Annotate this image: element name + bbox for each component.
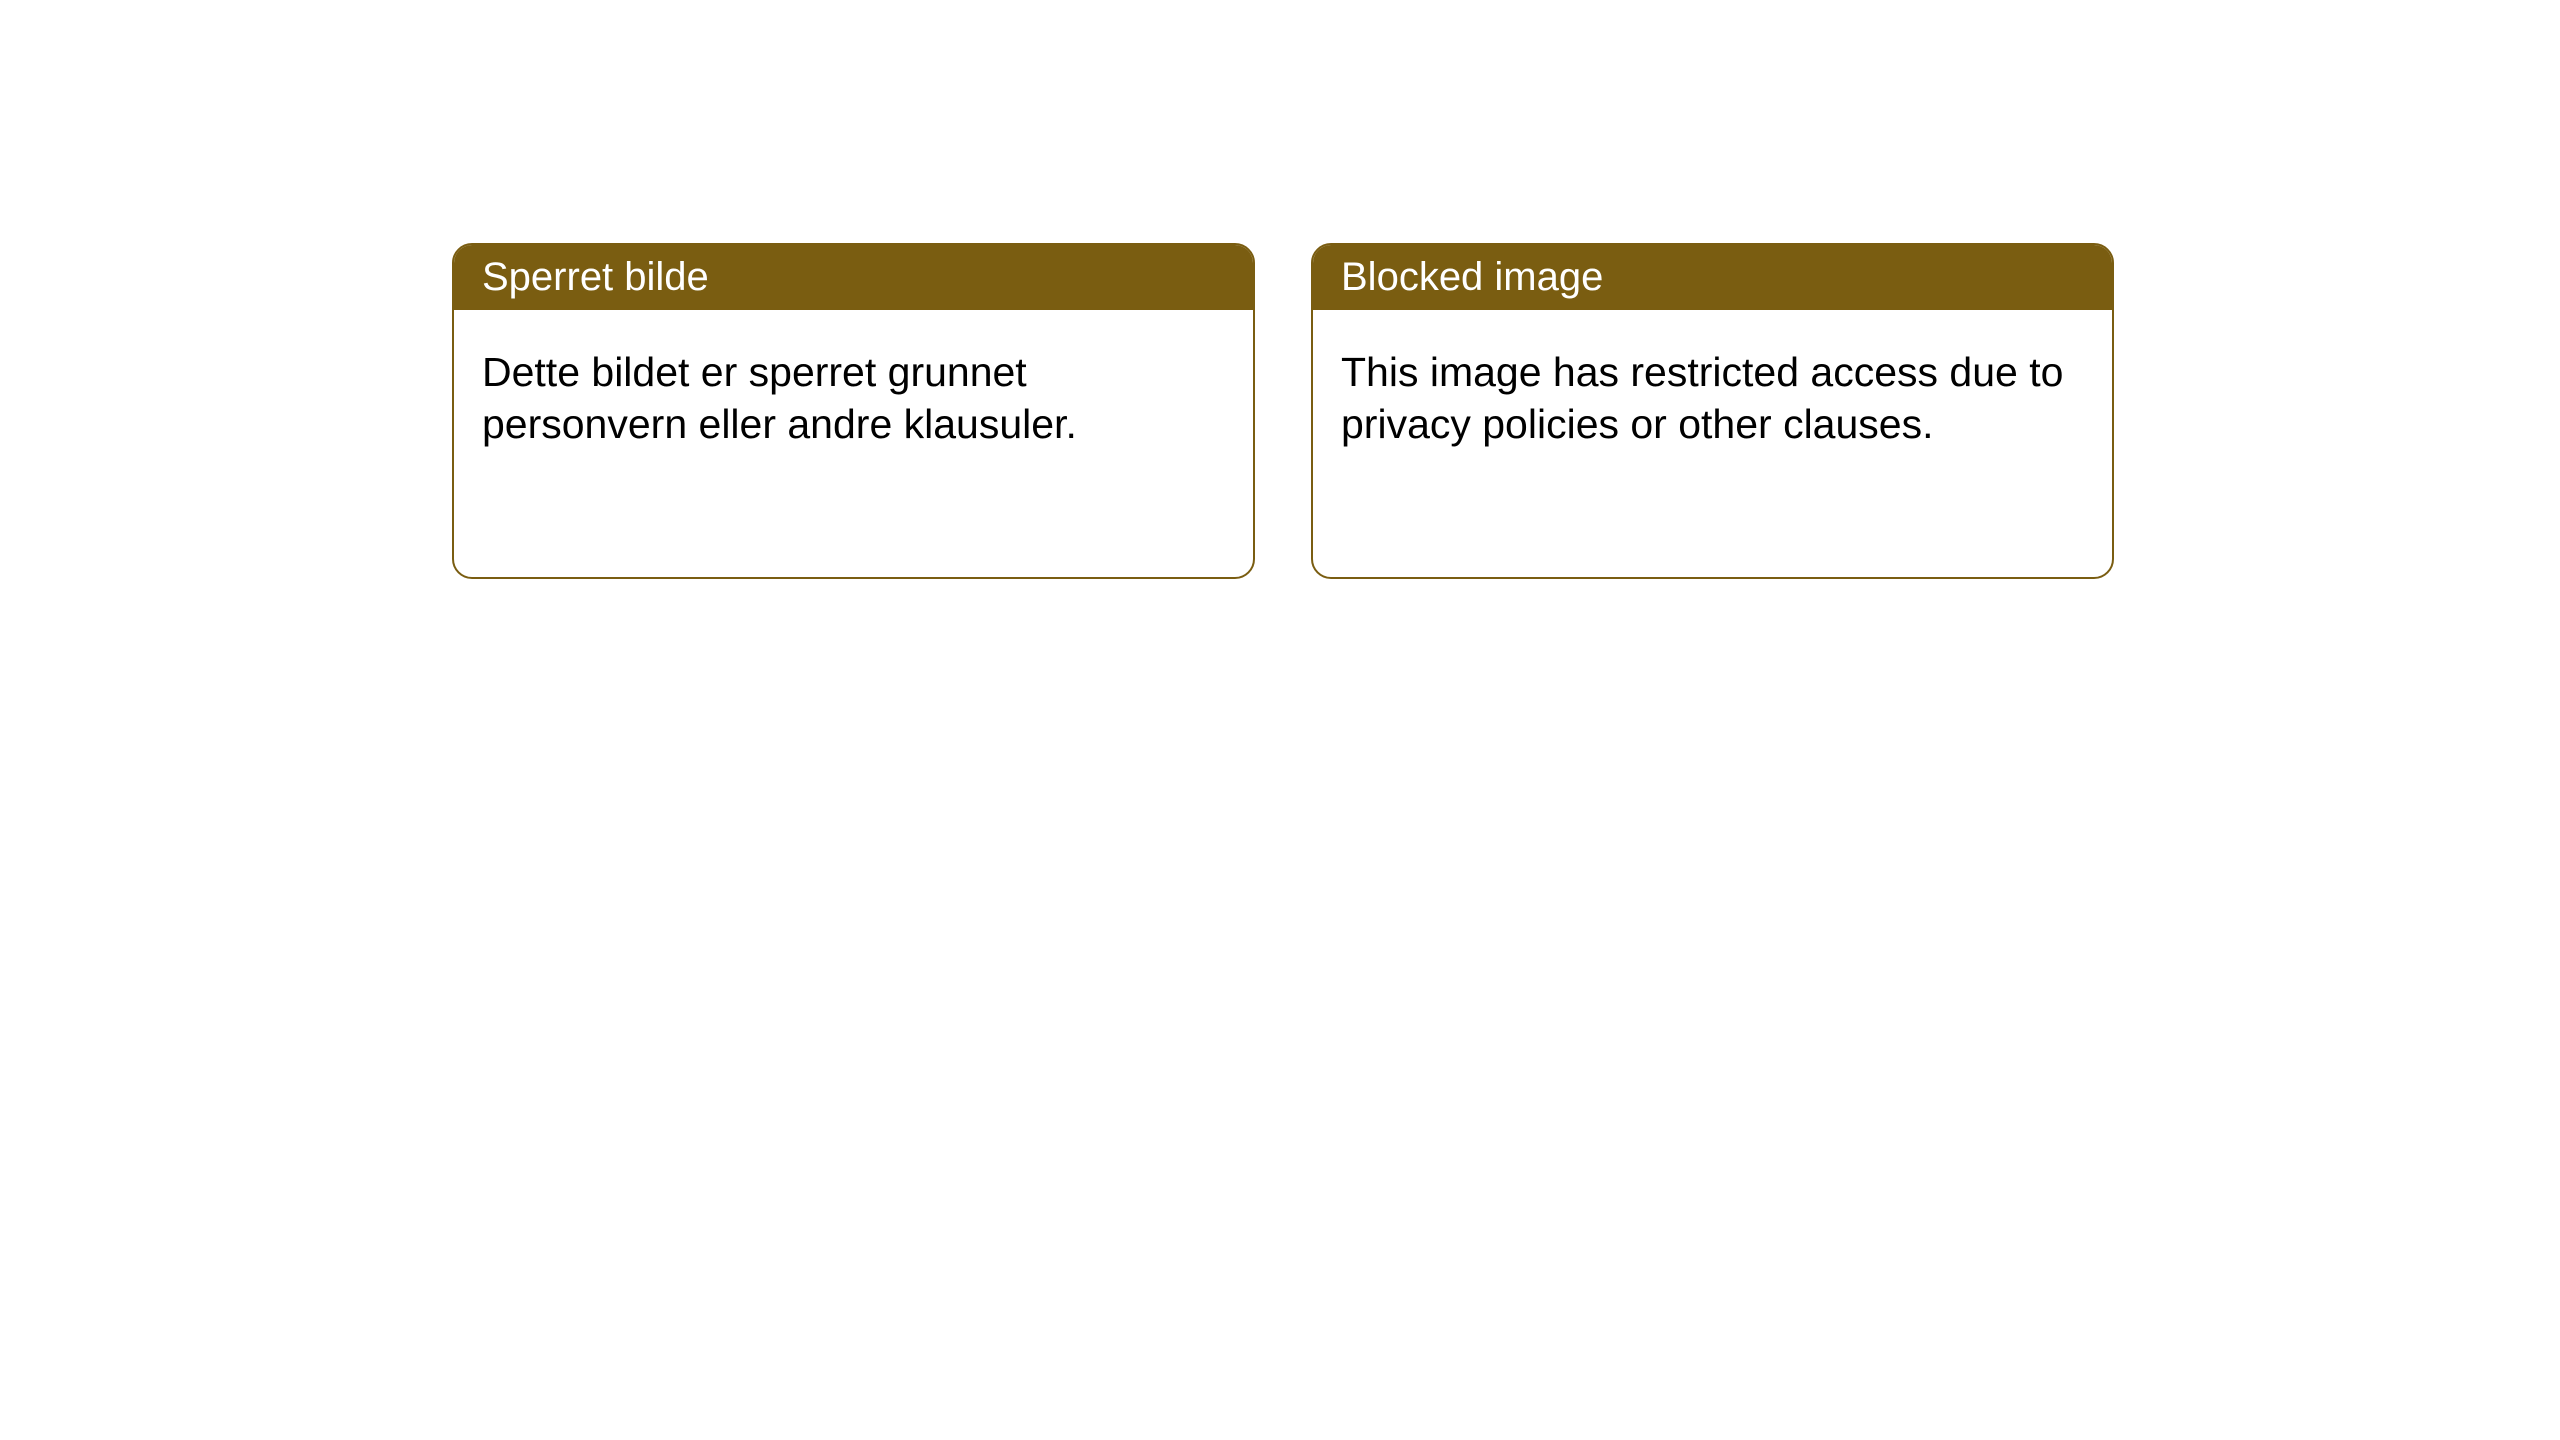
card-header: Sperret bilde [454,245,1253,310]
card-body: Dette bildet er sperret grunnet personve… [454,310,1253,486]
notice-cards-container: Sperret bilde Dette bildet er sperret gr… [0,0,2560,579]
notice-card-english: Blocked image This image has restricted … [1311,243,2114,579]
card-body: This image has restricted access due to … [1313,310,2112,486]
card-header: Blocked image [1313,245,2112,310]
notice-card-norwegian: Sperret bilde Dette bildet er sperret gr… [452,243,1255,579]
